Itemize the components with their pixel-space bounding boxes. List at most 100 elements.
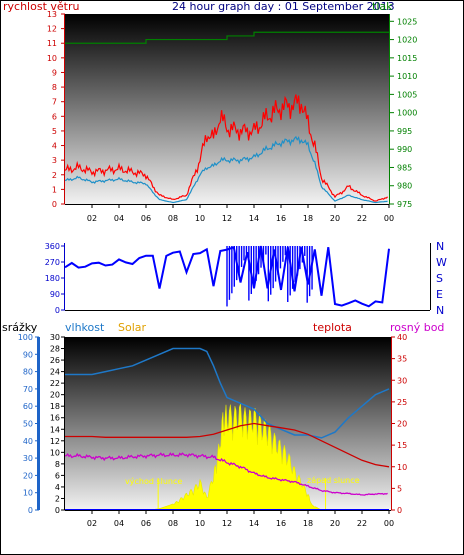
dew-point-label: rosný bod <box>390 321 444 334</box>
pressure-y-tick: 985 <box>397 163 412 172</box>
climate-x-tick: 16 <box>276 519 286 528</box>
temperature-y-tick: 20 <box>397 420 407 429</box>
direction-y-tick: 0 <box>55 306 60 315</box>
climate-x-tick: 20 <box>330 519 340 528</box>
wind-y-tick: 6 <box>52 112 57 121</box>
humidity-y-tick: 20 <box>50 391 60 400</box>
wind-x-tick: 06 <box>141 214 151 223</box>
pressure-y-tick: 1010 <box>397 72 417 81</box>
wind-y-tick: 5 <box>52 127 57 136</box>
wind-x-tick: 10 <box>195 214 205 223</box>
humidity-y-tick: 24 <box>50 368 60 377</box>
wind-y-tick: 9 <box>52 68 57 77</box>
wind-plot-background <box>65 14 389 204</box>
wind-y-tick: 3 <box>52 156 57 165</box>
solar-label: Solar <box>118 321 147 334</box>
humidity-line <box>65 347 390 439</box>
direction-y-tick: 270 <box>45 258 60 267</box>
climate-x-tick: 02 <box>87 519 97 528</box>
wind-y-tick: 0 <box>52 200 57 209</box>
temperature-y-tick: 40 <box>397 333 407 342</box>
wind-y-tick: 7 <box>52 98 57 107</box>
temperature-y-tick: 0 <box>397 506 402 515</box>
wind-y-tick: 2 <box>52 171 57 180</box>
pressure-y-tick: 995 <box>397 127 412 136</box>
wind-speed-label: rychlost větru <box>3 0 79 13</box>
temperature-y-tick: 35 <box>397 355 407 364</box>
rain-label: srážky <box>2 321 38 334</box>
humidity-y-tick: 10 <box>50 448 60 457</box>
humidity-y-tick: 14 <box>50 425 60 434</box>
temperature-line <box>65 422 390 468</box>
direction-y-tick: 90 <box>50 290 60 299</box>
wind-x-tick: 04 <box>114 214 124 223</box>
rain-y-tick: 20 <box>23 471 33 480</box>
humidity-y-tick: 0 <box>55 506 60 515</box>
rain-y-tick: 40 <box>23 437 33 446</box>
direction-compass-label: E <box>436 288 443 301</box>
rain-y-tick: 60 <box>23 402 33 411</box>
wind-x-tick: 20 <box>330 214 340 223</box>
sunset-annotation: západ slunce <box>307 476 360 485</box>
climate-x-tick: 06 <box>141 519 151 528</box>
direction-compass-label: N <box>436 240 444 253</box>
wind-y-tick: 13 <box>47 10 57 19</box>
climate-x-tick: 22 <box>357 519 367 528</box>
climate-x-tick: 14 <box>249 519 259 528</box>
rain-y-tick: 10 <box>23 489 33 498</box>
wind-gust-line <box>64 94 389 202</box>
pressure-y-tick: 1025 <box>397 17 417 26</box>
climate-x-tick: 04 <box>114 519 124 528</box>
temperature-y-tick: 5 <box>397 484 402 493</box>
pressure-y-tick: 990 <box>397 145 412 154</box>
pressure-y-tick: 1020 <box>397 36 417 45</box>
pressure-label: tlak <box>372 0 393 13</box>
pressure-y-tick: 1005 <box>397 90 417 99</box>
wind-x-tick: 22 <box>357 214 367 223</box>
wind-average-line <box>64 135 388 204</box>
rain-y-tick: 50 <box>23 420 33 429</box>
humidity-y-tick: 6 <box>55 471 60 480</box>
humidity-y-tick: 26 <box>50 356 60 365</box>
temperature-y-tick: 30 <box>397 376 407 385</box>
direction-plot-background <box>65 243 435 311</box>
sunrise-annotation: východ slunce <box>125 477 182 486</box>
climate-x-tick: 10 <box>195 519 205 528</box>
climate-x-tick: 00 <box>384 519 394 528</box>
climate-x-tick: 18 <box>303 519 313 528</box>
wind-x-tick: 16 <box>276 214 286 223</box>
wind-x-tick: 00 <box>384 214 394 223</box>
humidity-label: vlhkost <box>65 321 105 334</box>
wind-y-tick: 11 <box>47 39 57 48</box>
humidity-y-tick: 8 <box>55 460 60 469</box>
wind-y-tick: 12 <box>47 25 57 34</box>
climate-x-tick: 08 <box>168 519 178 528</box>
wind-pressure-chart <box>64 31 389 204</box>
direction-compass-label: W <box>436 256 447 269</box>
wind-y-tick: 10 <box>47 54 57 63</box>
temperature-y-tick: 15 <box>397 441 407 450</box>
rain-y-tick: 70 <box>23 385 33 394</box>
climate-x-tick: 12 <box>222 519 232 528</box>
humidity-y-tick: 28 <box>50 345 60 354</box>
humidity-y-tick: 2 <box>55 494 60 503</box>
wind-y-tick: 1 <box>52 185 57 194</box>
chart-title: 24 hour graph day : 01 September 2013 <box>172 0 395 13</box>
direction-y-tick: 360 <box>45 242 60 251</box>
wind-x-tick: 08 <box>168 214 178 223</box>
wind-direction-chart <box>64 245 390 308</box>
pressure-line <box>65 31 389 44</box>
rain-y-tick: 80 <box>23 368 33 377</box>
humidity-y-tick: 12 <box>50 437 60 446</box>
wind-x-tick: 12 <box>222 214 232 223</box>
direction-compass-label: S <box>436 272 443 285</box>
humidity-y-tick: 18 <box>50 402 60 411</box>
humidity-y-tick: 4 <box>55 483 60 492</box>
temperature-y-tick: 25 <box>397 398 407 407</box>
direction-y-tick: 180 <box>45 274 60 283</box>
dew-point-line <box>64 452 388 496</box>
wind-x-tick: 18 <box>303 214 313 223</box>
rain-y-tick: 30 <box>23 454 33 463</box>
humidity-y-tick: 22 <box>50 379 60 388</box>
pressure-y-tick: 1015 <box>397 54 417 63</box>
